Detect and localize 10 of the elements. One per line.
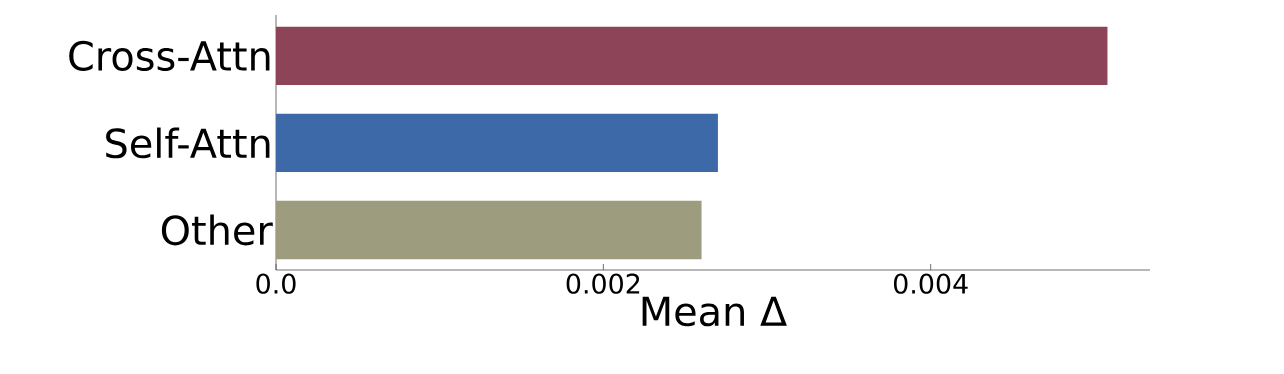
y-tick-label: Self-Attn: [106, 127, 270, 159]
x-tick-label: 0.004: [893, 273, 968, 294]
bar: [276, 200, 702, 260]
y-tick-label: Cross-Attn: [69, 40, 270, 71]
x-axis-title: Mean Δ: [642, 296, 787, 327]
y-tick-label: Other: [161, 214, 273, 246]
bar: [276, 26, 1108, 86]
x-tick-label: 0.002: [566, 273, 640, 294]
x-tick-label: 0.0: [256, 273, 296, 294]
bar: [276, 113, 718, 173]
